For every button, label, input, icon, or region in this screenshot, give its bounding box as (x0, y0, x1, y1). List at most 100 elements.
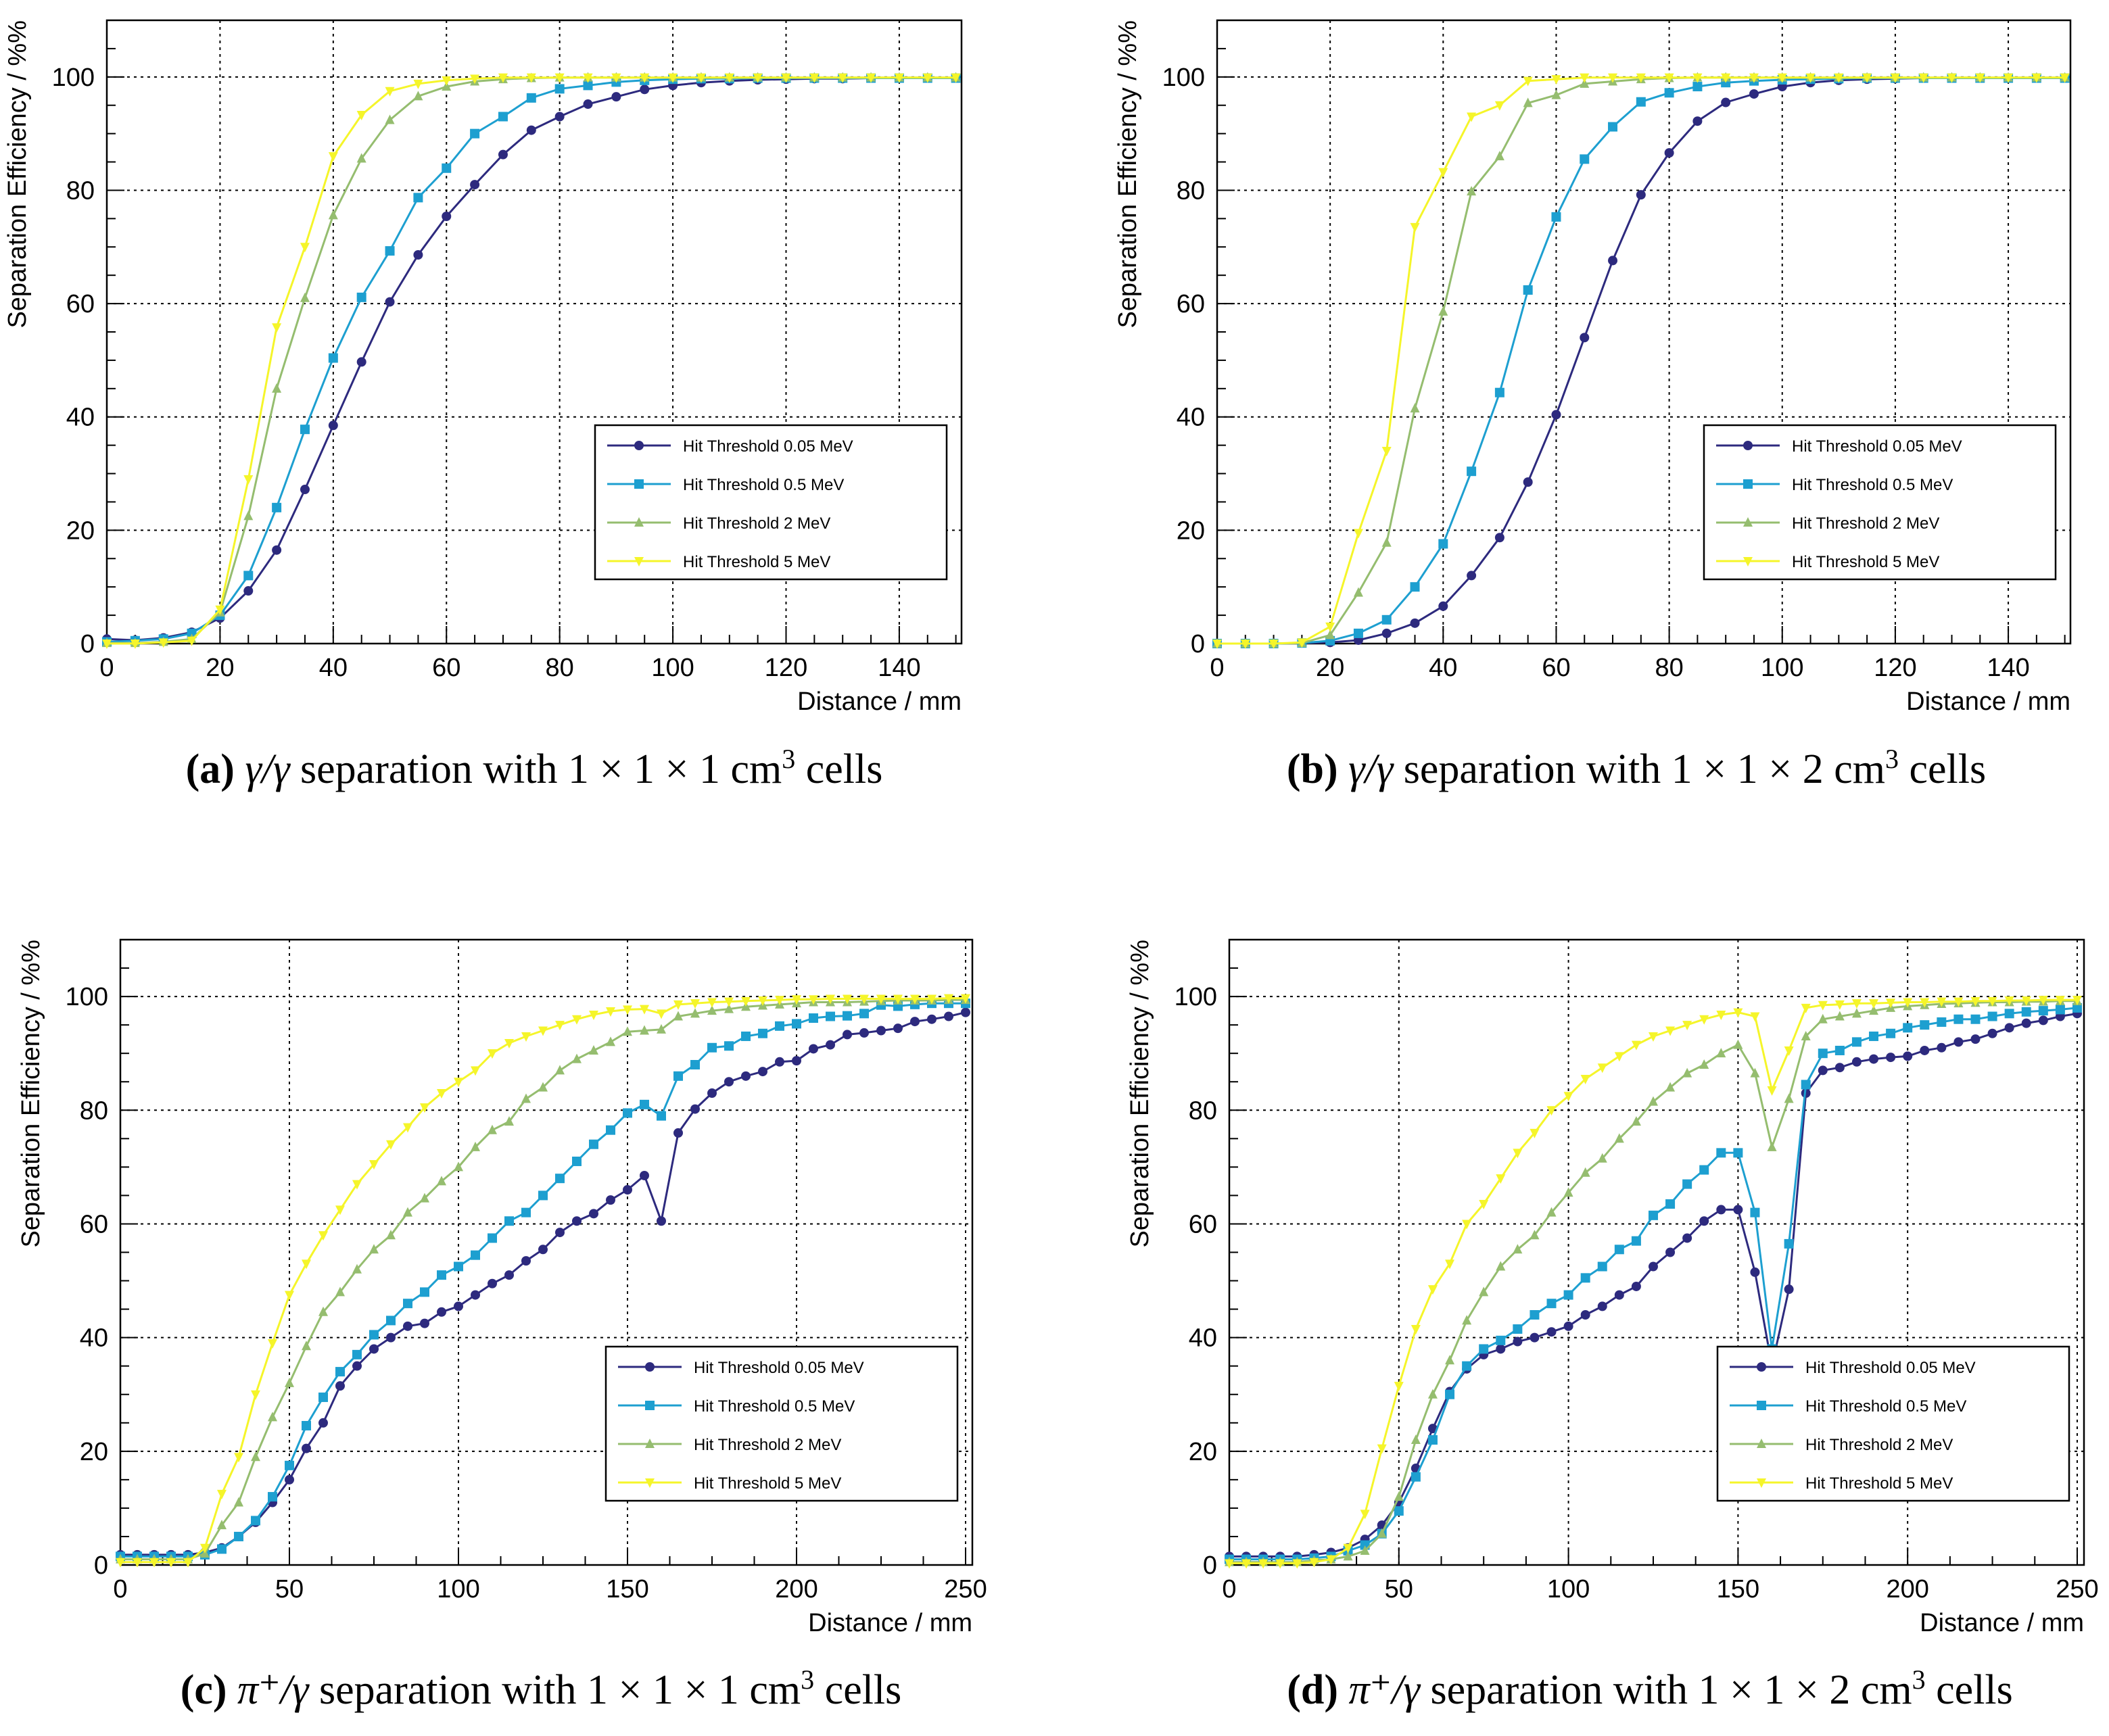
data-point (200, 1543, 210, 1553)
data-point (1614, 1052, 1624, 1062)
data-point (356, 357, 366, 367)
y-tick-label: 100 (66, 983, 108, 1011)
data-point (328, 420, 338, 431)
data-point (1716, 1048, 1726, 1058)
x-tick-label: 150 (1717, 1575, 1759, 1604)
plot-frame (119, 938, 974, 1566)
data-point (1733, 1148, 1743, 1158)
data-point (1546, 1299, 1557, 1309)
data-point (1716, 1205, 1726, 1215)
data-point (1777, 73, 1787, 83)
data-point (944, 994, 953, 1004)
data-point (572, 1216, 582, 1226)
y-tick-label: 0 (80, 630, 95, 658)
data-point (386, 1230, 396, 1240)
data-point (1970, 1034, 1981, 1044)
x-tick-label: 100 (1761, 654, 1803, 682)
data-point (961, 994, 970, 1004)
x-tick-label: 0 (1222, 1575, 1236, 1604)
data-point (1920, 1020, 1930, 1030)
x-tick-label: 100 (1547, 1575, 1590, 1604)
data-point (504, 1216, 514, 1226)
data-point (623, 1005, 632, 1015)
data-point (1648, 1261, 1658, 1272)
data-point (1523, 285, 1533, 295)
data-point (2021, 996, 2031, 1006)
data-point (272, 545, 282, 555)
data-point (1325, 622, 1335, 632)
caption-math: π⁺/γ (227, 1667, 310, 1713)
data-point (403, 1321, 412, 1331)
data-point (611, 73, 621, 83)
data-point (1394, 1491, 1404, 1501)
data-point (707, 1005, 717, 1015)
data-point (1636, 190, 1646, 200)
data-point (859, 994, 869, 1005)
data-point (1886, 1053, 1896, 1063)
data-point (707, 1088, 717, 1099)
data-point (1614, 1133, 1624, 1143)
axis-ticks (120, 939, 966, 1566)
data-point (809, 1013, 818, 1023)
data-point (488, 1049, 497, 1059)
data-point (234, 1453, 243, 1463)
legend-entry: Hit Threshold 2 MeV (618, 1436, 841, 1454)
data-point (775, 1057, 784, 1067)
data-point (1664, 73, 1674, 83)
data-point (657, 1216, 666, 1226)
legend-entry: Hit Threshold 2 MeV (607, 514, 830, 533)
legend-marker (645, 1478, 655, 1488)
y-tick-label: 100 (1175, 983, 1217, 1011)
legend-label: Hit Threshold 2 MeV (683, 514, 830, 533)
x-axis-title: Distance / mm (1906, 688, 2070, 716)
data-point (2031, 73, 2041, 83)
data-point (753, 73, 763, 83)
data-point (1563, 1092, 1573, 1102)
data-point (1381, 447, 1392, 457)
data-point (1784, 1238, 1794, 1249)
data-point (1496, 1344, 1506, 1354)
data-point (1721, 97, 1731, 107)
data-point (1427, 1285, 1438, 1295)
data-point (668, 73, 678, 83)
data-point (420, 1192, 429, 1203)
data-point (1546, 1327, 1557, 1337)
data-point (554, 112, 565, 122)
data-point (951, 73, 961, 83)
data-point (1869, 1005, 1879, 1015)
data-point (2021, 1007, 2031, 1017)
data-point (589, 1044, 598, 1055)
caption-text2: cells (814, 1667, 901, 1713)
legend-label: Hit Threshold 2 MeV (1792, 514, 1939, 533)
legend-label: Hit Threshold 0.5 MeV (694, 1397, 855, 1416)
data-point (1523, 477, 1533, 487)
caption-text2: cells (795, 746, 882, 792)
data-point (471, 1141, 480, 1151)
data-point (1920, 998, 1930, 1008)
data-point (1869, 1054, 1879, 1064)
data-point (328, 152, 338, 162)
data-point (589, 1209, 598, 1219)
data-point (234, 1497, 243, 1507)
data-point (1665, 1082, 1676, 1092)
data-point (623, 1026, 632, 1036)
x-tick-label: 0 (1210, 654, 1224, 682)
series-t5 (1225, 996, 2082, 1569)
data-point (1664, 88, 1674, 98)
data-point (623, 1108, 632, 1118)
data-point (521, 1256, 531, 1266)
data-point (1937, 997, 1947, 1007)
x-tick-label: 80 (1655, 654, 1683, 682)
x-tick-label: 50 (275, 1575, 304, 1604)
data-point (158, 638, 168, 648)
data-point (318, 1231, 328, 1241)
data-point (1682, 1179, 1692, 1189)
legend-entry: Hit Threshold 0.05 MeV (618, 1359, 864, 1377)
data-point (1580, 1075, 1590, 1085)
data-point (1225, 1559, 1234, 1569)
data-point (1608, 122, 1618, 132)
data-point (1818, 1048, 1828, 1059)
data-point (1987, 1028, 1997, 1038)
data-point (1494, 387, 1504, 397)
data-point (1326, 1555, 1336, 1565)
